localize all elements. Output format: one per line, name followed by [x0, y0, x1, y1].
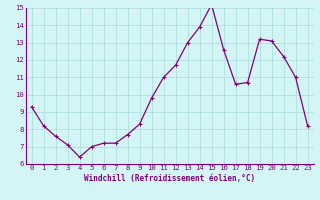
X-axis label: Windchill (Refroidissement éolien,°C): Windchill (Refroidissement éolien,°C) — [84, 174, 255, 183]
